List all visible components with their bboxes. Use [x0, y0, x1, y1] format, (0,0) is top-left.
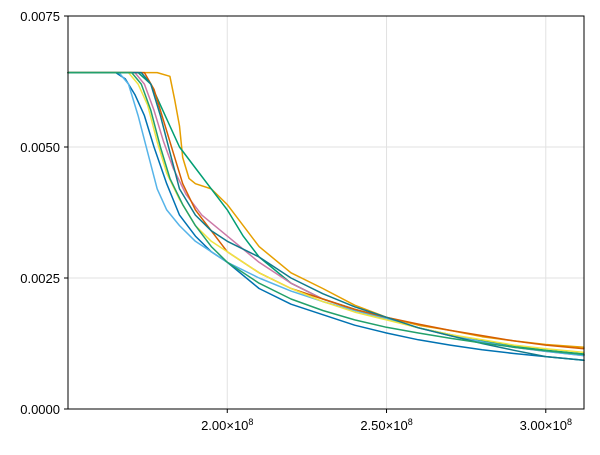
y-tick-label: 0.0050: [20, 140, 60, 155]
y-tick-label: 0.0075: [20, 9, 60, 24]
x-tick-label: 3.00×108: [520, 417, 572, 433]
series-line-8: [67, 71, 585, 362]
series-line-9: [67, 71, 585, 356]
y-tick-label: 0.0025: [20, 271, 60, 286]
x-tick-label: 2.50×108: [360, 417, 412, 433]
x-tick-mantissa: 2.00×10: [201, 418, 248, 433]
series-line-4: [67, 71, 585, 357]
series-group: [67, 71, 585, 362]
series-line-6: [67, 71, 585, 350]
x-tick-exponent: 8: [408, 417, 413, 427]
x-tick-exponent: 8: [567, 417, 572, 427]
x-tick-label: 2.00×108: [201, 417, 253, 433]
series-line-1: [67, 71, 585, 362]
axis-ticks: 2.00×108 2.50×108 3.00×1080.00000.00250.00…: [20, 9, 572, 433]
plot-frame: [67, 15, 585, 410]
y-tick-label: 0.0000: [20, 402, 60, 417]
series-line-5: [67, 71, 585, 357]
series-line-2: [67, 71, 585, 348]
x-tick-mantissa: 3.00×10: [520, 418, 567, 433]
x-tick-mantissa: 2.50×10: [360, 418, 407, 433]
series-line-7: [67, 71, 585, 354]
x-tick-exponent: 8: [248, 417, 253, 427]
